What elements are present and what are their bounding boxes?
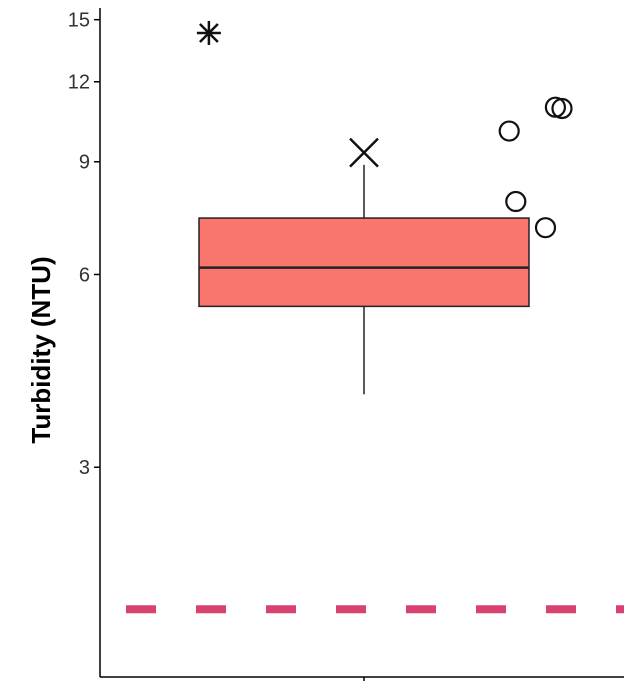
outlier-point-1 — [505, 190, 527, 213]
y-axis-title: Turbidity (NTU) — [26, 256, 56, 443]
y-tick-label-3: 3 — [79, 457, 90, 479]
y-tick-label-6: 6 — [79, 264, 90, 286]
y-tick-label-9: 9 — [79, 152, 90, 174]
box-iqr — [198, 217, 530, 308]
x-marker — [349, 137, 379, 168]
x-axis — [100, 676, 624, 681]
outlier-point-4 — [551, 97, 573, 120]
y-axis: 3 6 9 12 15 — [68, 8, 101, 677]
outliers — [498, 96, 573, 239]
asterisk-marker — [196, 20, 221, 45]
outlier-point-0 — [498, 120, 520, 142]
y-tick-label-15: 15 — [68, 10, 90, 32]
markers — [196, 20, 379, 168]
outlier-point-2 — [534, 217, 557, 239]
y-tick-label-12: 12 — [68, 72, 90, 94]
